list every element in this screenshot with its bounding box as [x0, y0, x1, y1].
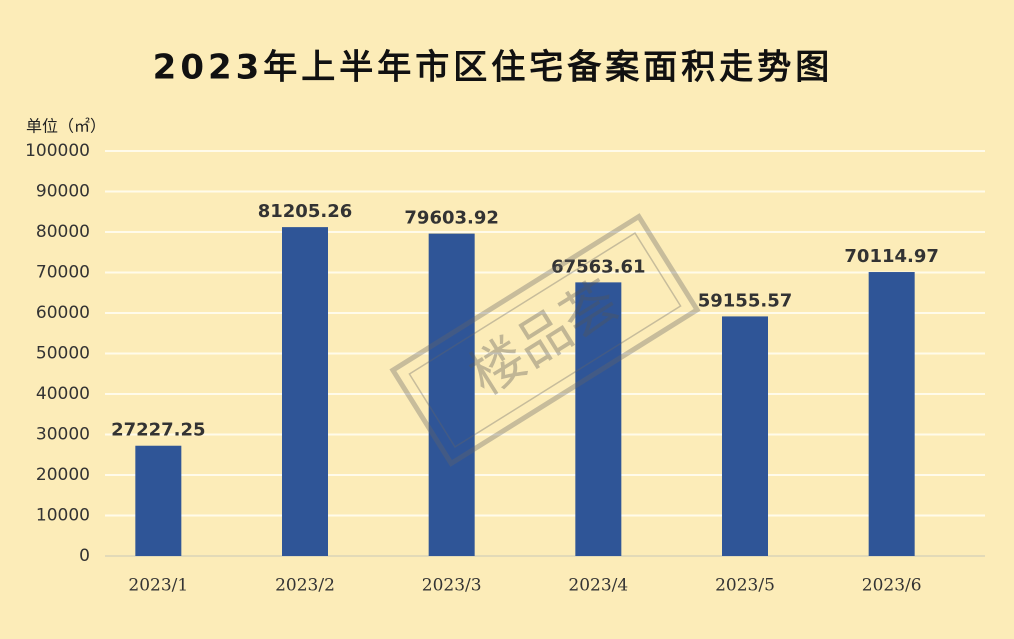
y-tick-label: 70000 [36, 263, 90, 283]
value-label: 27227.25 [111, 420, 206, 441]
plot: 0 10000 20000 30000 40000 50000 60000 70000 8000… [25, 141, 985, 596]
x-tick-label: 2023/3 [422, 576, 482, 596]
y-tick-label: 20000 [36, 465, 90, 485]
chart-title: 2023年上半年市区住宅备案面积走势图 [153, 48, 834, 88]
x-tick-label: 2023/4 [568, 576, 628, 596]
y-tick-label: 50000 [36, 344, 90, 364]
bar [135, 445, 182, 556]
x-tick-label: 2023/1 [128, 576, 188, 596]
value-label: 70114.97 [844, 246, 939, 267]
y-tick-label: 80000 [36, 222, 90, 242]
y-tick-label: 100000 [25, 141, 90, 161]
x-tick-label: 2023/6 [862, 576, 922, 596]
y-tick-label: 0 [79, 546, 90, 566]
bar [868, 272, 915, 556]
y-tick-label: 40000 [36, 384, 90, 404]
bar [722, 316, 768, 556]
value-label: 81205.26 [258, 201, 353, 222]
y-tick-label: 10000 [36, 506, 90, 526]
value-label: 59155.57 [698, 290, 793, 311]
y-tick-label: 30000 [36, 425, 90, 445]
y-tick-label: 90000 [36, 182, 90, 202]
bar [428, 233, 475, 556]
value-label: 79603.92 [404, 208, 499, 229]
bar [282, 227, 328, 556]
x-tick-label: 2023/5 [715, 576, 775, 596]
y-tick-label: 60000 [36, 303, 90, 323]
value-label: 67563.61 [551, 256, 646, 277]
x-tick-label: 2023/2 [275, 576, 335, 596]
watermark-inner-frame [408, 232, 682, 448]
bar [575, 282, 622, 556]
y-axis-label: 单位（㎡） [26, 117, 106, 136]
watermark-frame [389, 213, 701, 467]
